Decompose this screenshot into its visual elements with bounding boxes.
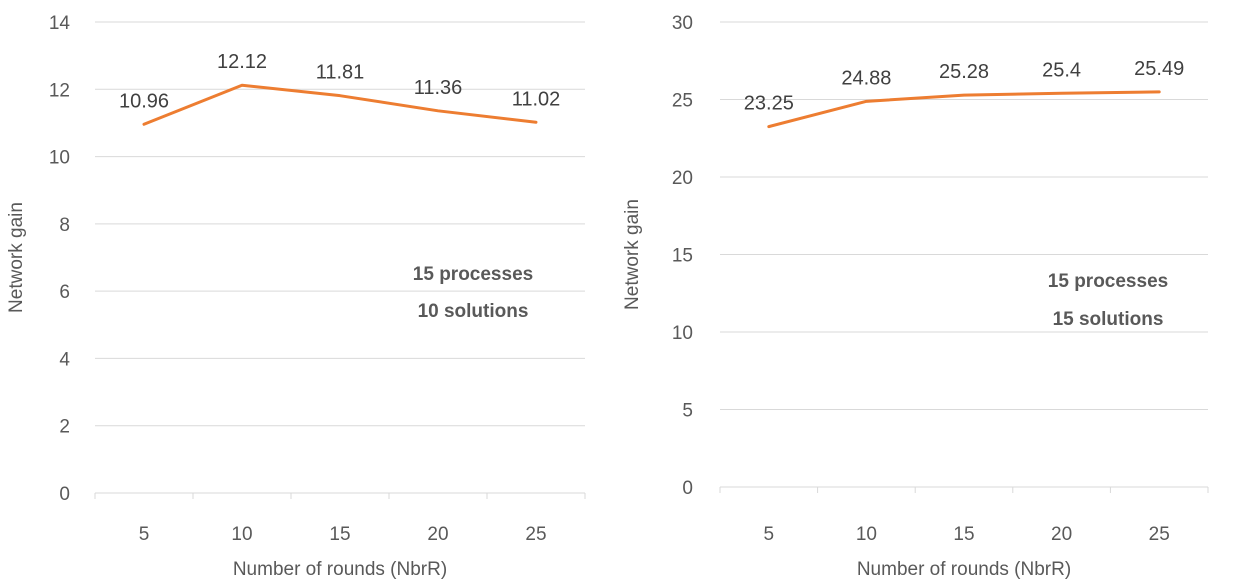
data-point <box>1157 90 1161 94</box>
data-point <box>240 83 244 87</box>
x-tick-label: 5 <box>764 524 775 545</box>
y-tick-label: 0 <box>59 484 70 505</box>
y-tick-label: 2 <box>59 417 70 438</box>
chart-panel-right: 0 5 10 15 20 25 30 5 10 15 20 25 Number of rounds (N… <box>622 13 1209 580</box>
data-point <box>338 94 342 98</box>
data-point <box>1060 91 1064 95</box>
x-tick-label: 15 <box>329 524 350 545</box>
y-tick-label: 0 <box>682 478 693 499</box>
x-axis-title: Number of rounds (NbrR) <box>233 559 447 580</box>
annotation-text: 15 solutions <box>1053 309 1164 330</box>
data-point <box>962 93 966 97</box>
x-tick-label: 25 <box>1149 524 1170 545</box>
y-axis-title: Network gain <box>622 199 643 310</box>
y-tick-label: 20 <box>672 168 693 189</box>
annotation-text: 15 processes <box>413 264 533 285</box>
series-line <box>767 90 1161 129</box>
x-tick-label: 10 <box>231 524 252 545</box>
y-tick-label: 8 <box>59 215 70 236</box>
x-tick-label: 15 <box>953 524 974 545</box>
data-point <box>864 99 868 103</box>
x-tick-label: 20 <box>1051 524 1072 545</box>
y-tick-label: 12 <box>49 80 70 101</box>
chart-panel-left: 0 2 4 6 8 10 12 14 5 10 15 20 25 Number of rounds (Nb… <box>6 13 586 580</box>
y-tick-label: 25 <box>672 91 693 112</box>
y-tick-label: 10 <box>672 323 693 344</box>
x-tick-label: 20 <box>427 524 448 545</box>
x-tick-label: 25 <box>525 524 546 545</box>
y-tick-label: 4 <box>59 349 70 370</box>
y-tick-label: 14 <box>49 13 71 34</box>
data-label: 10.96 <box>119 90 169 112</box>
y-axis-title: Network gain <box>6 202 27 313</box>
x-tick-label: 5 <box>139 524 150 545</box>
annotation-text: 10 solutions <box>418 301 529 322</box>
data-point <box>534 120 538 124</box>
data-label: 24.88 <box>841 67 891 89</box>
y-tick-label: 15 <box>672 246 693 267</box>
x-axis-title: Number of rounds (NbrR) <box>857 559 1071 580</box>
y-tick-label: 30 <box>672 13 693 34</box>
data-point <box>436 109 440 113</box>
data-point <box>142 122 146 126</box>
data-label: 25.28 <box>939 61 989 83</box>
annotation-text: 15 processes <box>1048 271 1168 292</box>
series-line <box>142 83 538 126</box>
data-label: 25.4 <box>1042 59 1081 81</box>
y-tick-label: 6 <box>59 282 70 303</box>
data-label: 12.12 <box>217 51 267 73</box>
data-label: 25.49 <box>1134 58 1184 80</box>
data-point <box>767 125 771 129</box>
data-label: 11.36 <box>414 77 463 99</box>
y-tick-label: 5 <box>682 401 693 422</box>
data-label: 11.81 <box>316 62 365 84</box>
data-label: 23.25 <box>744 93 794 115</box>
data-label: 11.02 <box>512 88 561 110</box>
y-tick-label: 10 <box>49 148 70 169</box>
x-tick-label: 10 <box>856 524 877 545</box>
